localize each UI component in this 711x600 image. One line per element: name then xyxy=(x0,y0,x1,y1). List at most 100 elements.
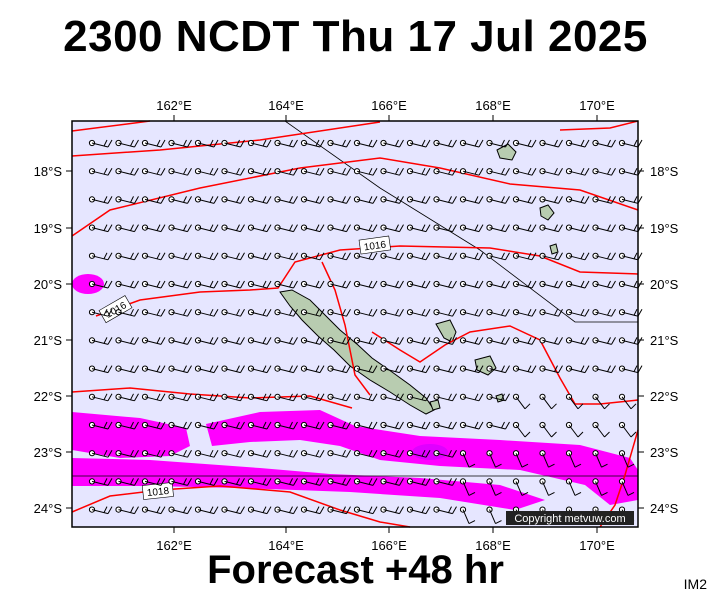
lon-label-top: 162°E xyxy=(156,98,192,113)
wind-barb xyxy=(592,365,616,374)
isobar-7 xyxy=(371,325,639,405)
wind-barb xyxy=(539,421,557,438)
wind-barb xyxy=(141,337,166,345)
wind-barb xyxy=(141,280,166,289)
wind-barb xyxy=(433,506,457,515)
wind-barb xyxy=(618,393,637,410)
wind-barb xyxy=(592,280,616,289)
wind-barb xyxy=(618,478,635,496)
wind-barb xyxy=(433,421,457,430)
wind-barb xyxy=(380,506,404,515)
wind-barb xyxy=(300,139,325,148)
wind-barb xyxy=(168,337,192,345)
wind-barb xyxy=(115,337,139,345)
wind-barb xyxy=(539,365,563,374)
wind-barb xyxy=(327,337,351,345)
lat-label-right: 24°S xyxy=(650,501,679,516)
wind-barb xyxy=(141,449,166,458)
wind-barb xyxy=(433,308,457,317)
lat-label-left: 22°S xyxy=(34,389,63,404)
wind-barb xyxy=(539,478,555,496)
wind-barb xyxy=(406,506,431,515)
wind-barb xyxy=(618,337,643,345)
wind-barb xyxy=(353,252,378,261)
lat-label-right: 22°S xyxy=(650,389,679,404)
wind-barb xyxy=(115,365,139,374)
wind-barb xyxy=(486,224,510,233)
island-erromango xyxy=(539,204,555,221)
wind-barb xyxy=(353,421,378,430)
wind-barb xyxy=(565,421,584,438)
lat-label-right: 19°S xyxy=(650,221,679,236)
wind-barb xyxy=(433,365,457,374)
wind-barb xyxy=(115,280,139,289)
wind-barb xyxy=(247,280,272,289)
wind-barb xyxy=(565,337,590,345)
wind-barb xyxy=(274,139,298,148)
wind-barb xyxy=(380,308,404,317)
wind-barb xyxy=(194,252,219,261)
wind-barb xyxy=(300,449,325,458)
wind-barb xyxy=(274,337,298,345)
rain-area-west xyxy=(72,274,104,294)
wind-barb xyxy=(247,139,272,148)
wind-barb xyxy=(592,337,616,345)
wind-barb xyxy=(353,393,378,402)
wind-barb xyxy=(539,280,563,289)
wind-barb xyxy=(459,252,484,261)
island-isle-of-pines xyxy=(429,399,441,411)
wind-barb xyxy=(274,196,298,204)
wind-barb xyxy=(115,167,139,176)
wind-barb xyxy=(380,252,404,261)
rain-areas xyxy=(72,274,638,510)
wind-barb xyxy=(168,365,192,374)
wind-barb xyxy=(565,450,582,468)
wind-barb xyxy=(380,196,404,204)
page-title: 2300 NCDT Thu 17 Jul 2025 xyxy=(63,12,648,61)
lon-label-bottom: 168°E xyxy=(475,538,511,553)
wind-barb xyxy=(300,252,325,261)
wind-barb xyxy=(168,224,192,233)
wind-barb xyxy=(380,421,404,430)
wind-barb xyxy=(300,506,325,515)
wind-barb xyxy=(592,252,616,261)
wind-barb xyxy=(539,167,563,176)
isobar-6 xyxy=(321,261,371,396)
wind-barb xyxy=(221,393,245,402)
wind-barb xyxy=(486,308,510,317)
latitude-ticks: 18°S 18°S 19°S 19°S 20°S 20°S 21°S 21°S 22°S 22°S… xyxy=(34,164,679,516)
wind-barb xyxy=(486,506,502,525)
wind-barb xyxy=(592,421,610,438)
wind-barb xyxy=(327,449,351,458)
wind-barb xyxy=(141,252,166,261)
wind-barb xyxy=(592,196,616,204)
lat-label-right: 20°S xyxy=(650,277,679,292)
wind-barb xyxy=(300,393,325,402)
wind-barb xyxy=(353,449,378,458)
island-aneityum xyxy=(549,243,559,255)
wind-barb xyxy=(141,167,166,176)
copyright-text: Copyright metvuw.com xyxy=(514,513,625,525)
wind-barb xyxy=(539,337,563,345)
wind-barb xyxy=(618,167,643,176)
isobar-9 xyxy=(71,485,411,528)
wind-barb xyxy=(88,308,113,317)
wind-barb xyxy=(221,167,245,176)
wind-barb xyxy=(88,337,113,345)
wind-barb xyxy=(539,450,555,468)
wind-barb xyxy=(512,365,537,374)
wind-barb xyxy=(141,393,166,402)
wind-barb xyxy=(565,365,590,374)
wind-barb xyxy=(486,337,510,345)
lon-label-bottom: 164°E xyxy=(268,538,304,553)
lat-label-left: 20°S xyxy=(34,277,63,292)
wind-barb xyxy=(353,365,378,374)
lat-label-left: 18°S xyxy=(34,164,63,179)
wind-barb xyxy=(618,308,643,317)
wind-barb xyxy=(300,167,325,176)
wind-barb xyxy=(300,308,325,317)
wind-barb xyxy=(406,280,431,289)
wind-barb xyxy=(353,478,378,486)
wind-barb xyxy=(565,280,590,289)
